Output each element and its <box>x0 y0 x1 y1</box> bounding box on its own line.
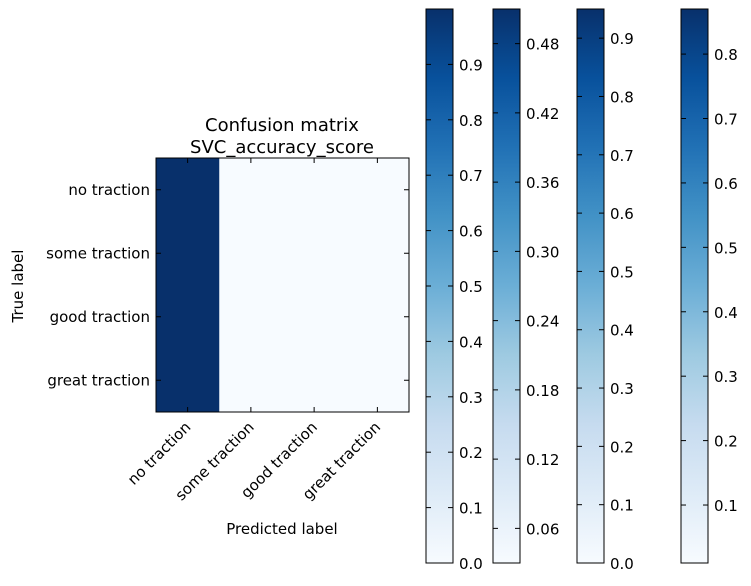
colorbar-tick-label: 0.2 <box>610 438 634 456</box>
colorbar-3: 0.0 0.1 0.2 0.3 0.4 0.5 0.6 0.7 0.8 0.9 <box>576 8 634 573</box>
colorbar-tick-label: 0.9 <box>459 56 483 74</box>
x-axis-label: Predicted label <box>226 520 337 538</box>
colorbar-tick-label: 0.8 <box>714 46 738 64</box>
colorbar-tick-label: 0.6 <box>714 175 738 193</box>
colorbar-tick-label: 0.9 <box>610 30 634 48</box>
colorbar-frame <box>492 8 521 564</box>
colorbar-tick-label: 0.2 <box>714 433 738 451</box>
colorbar-tick-label: 0.3 <box>714 368 738 386</box>
confusion-matrix-heatmap: no traction some traction good traction gre… <box>46 157 410 504</box>
colorbar-tick-label: 0.5 <box>714 239 738 257</box>
heatmap-cell <box>345 158 410 222</box>
colorbar-tick-label: 0.8 <box>459 112 483 130</box>
colorbar-tick-label: 0.06 <box>526 520 559 538</box>
heatmap-cell <box>219 158 283 222</box>
colorbar-tick-label: 0.12 <box>526 451 559 469</box>
colorbar-frame <box>680 8 709 564</box>
colorbar-tick-label: 0.7 <box>714 111 738 129</box>
colorbar-2: 0.06 0.12 0.18 0.24 0.30 0.36 0.42 0.48 <box>492 8 559 564</box>
colorbars: 0.00.10.20.30.40.50.60.70.80.90.060.120.… <box>425 8 738 573</box>
colorbar-tick-label: 0.1 <box>714 497 738 515</box>
heatmap-cell <box>282 158 347 222</box>
colorbar-gradient-fill <box>577 9 604 563</box>
colorbar-tick-label: 0.2 <box>459 444 483 462</box>
colorbar-gradient-fill <box>493 9 520 563</box>
colorbar-tick-label: 0.3 <box>610 380 634 398</box>
colorbar-tick-label: 0.18 <box>526 382 559 400</box>
colorbar-tick-label: 0.1 <box>610 497 634 515</box>
chart-title-line-2: SVC_accuracy_score <box>190 137 374 158</box>
y-tick-label: great traction <box>47 371 150 389</box>
y-tick-label: some traction <box>46 244 150 262</box>
colorbar-tick-label: 0.1 <box>459 500 483 518</box>
heatmap-cell <box>156 221 220 286</box>
colorbar-tick-label: 0.5 <box>610 263 634 281</box>
colorbar-4: 0.1 0.2 0.3 0.4 0.5 0.6 0.7 0.8 <box>680 8 738 564</box>
heatmap-frame <box>155 157 410 413</box>
heatmap-cell <box>156 348 220 413</box>
colorbar-tick-label: 0.7 <box>610 147 634 165</box>
colorbar-frame <box>576 8 605 564</box>
colorbar-tick-label: 0.8 <box>610 88 634 106</box>
y-axis-label: True label <box>9 250 27 324</box>
colorbar-tick-label: 0.4 <box>459 333 483 351</box>
heatmap-cell <box>219 348 283 413</box>
colorbar-tick-label: 0.6 <box>459 223 483 241</box>
colorbar-tick-label: 0.24 <box>526 313 559 331</box>
y-tick-label: no traction <box>68 181 150 199</box>
heatmap-cell <box>345 348 410 413</box>
heatmap-cell <box>345 221 410 286</box>
heatmap-cell <box>156 285 220 349</box>
heatmap-cell <box>282 221 347 286</box>
colorbar-tick-label: 0.4 <box>714 304 738 322</box>
chart-title-line-1: Confusion matrix <box>205 115 359 136</box>
colorbar-tick-label: 0.48 <box>526 36 559 54</box>
heatmap-cell <box>219 285 283 349</box>
y-tick-label: good traction <box>50 308 150 326</box>
heatmap-cell <box>156 158 220 222</box>
colorbar-tick-label: 0.30 <box>526 243 559 261</box>
colorbar-tick-label: 0.6 <box>610 205 634 223</box>
colorbar-tick-label: 0.7 <box>459 167 483 185</box>
heatmap-cell <box>345 285 410 349</box>
heatmap-cell <box>282 285 347 349</box>
colorbar-tick-label: 0.0 <box>459 555 483 573</box>
colorbar-tick-label: 0.3 <box>459 389 483 407</box>
colorbar-tick-label: 0.0 <box>610 555 634 573</box>
colorbar-tick-label: 0.36 <box>526 174 559 192</box>
colorbar-gradient-fill <box>681 9 708 563</box>
colorbar-tick-label: 0.42 <box>526 105 559 123</box>
heatmap-cell <box>282 348 347 413</box>
colorbar-tick-label: 0.4 <box>610 322 634 340</box>
colorbar-1: 0.0 0.1 0.2 0.3 0.4 0.5 0.6 0.7 0.8 0.9 <box>425 8 483 573</box>
colorbar-tick-label: 0.5 <box>459 278 483 296</box>
heatmap-cell <box>219 221 283 286</box>
